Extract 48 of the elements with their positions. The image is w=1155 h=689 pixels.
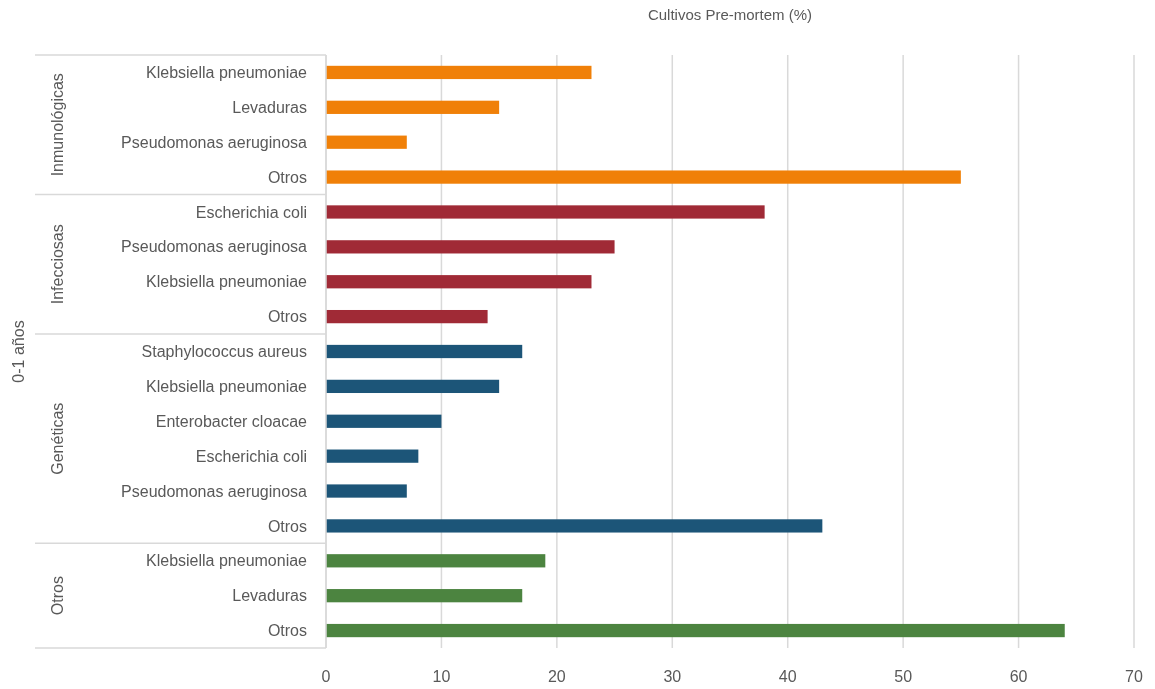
y-tick-label: Pseudomonas aeruginosa	[121, 238, 308, 256]
y-tick-label: Otros	[267, 168, 307, 186]
y-tick-label: Otros	[267, 517, 307, 535]
y-tick-label: Klebsiella pneumoniae	[146, 552, 308, 570]
y-tick-label: Pseudomonas aeruginosa	[121, 482, 308, 500]
bar	[326, 65, 592, 80]
bar	[326, 100, 500, 114]
x-tick-label: 30	[663, 668, 682, 685]
bar	[326, 554, 546, 568]
y-tick-label: Escherichia coli	[195, 203, 307, 221]
bar	[326, 205, 765, 219]
x-tick-label: 60	[1009, 668, 1028, 685]
bar	[326, 379, 500, 394]
bar	[326, 449, 419, 463]
y-tick-label: Levaduras	[232, 587, 307, 605]
x-tick-label: 40	[778, 668, 797, 685]
x-tick-label: 20	[547, 668, 566, 685]
y-tick-label: Pseudomonas aeruginosa	[121, 133, 308, 151]
y-tick-label: Klebsiella pneumoniae	[146, 273, 308, 291]
y-tick-label: Enterobacter cloacae	[155, 412, 308, 430]
bar	[326, 589, 523, 603]
chart-title: Cultivos Pre-mortem (%)	[647, 6, 813, 23]
y-tick-label: Otros	[267, 308, 307, 326]
text: 0-1 años	[9, 320, 27, 383]
text: Genéticas	[48, 402, 66, 475]
text: Inmunológicas	[48, 73, 66, 177]
bar	[326, 275, 592, 289]
x-tick-label: 0	[321, 668, 331, 685]
bar	[326, 484, 407, 498]
x-tick-label: 10	[432, 668, 451, 685]
bar	[326, 240, 615, 254]
x-tick-label: 70	[1125, 668, 1143, 685]
y-tick-label: Otros	[267, 622, 307, 640]
y-tick-label: Escherichia coli	[195, 447, 307, 465]
y-tick-label: Klebsiella pneumoniae	[146, 64, 308, 82]
bar	[326, 309, 488, 324]
y-tick-label: Klebsiella pneumoniae	[146, 377, 308, 395]
text: Otros	[48, 576, 66, 616]
bar	[326, 344, 523, 359]
bar	[326, 623, 1065, 638]
bar	[326, 170, 961, 184]
x-tick-label: 50	[894, 668, 913, 685]
y-tick-label: Levaduras	[232, 98, 307, 116]
text: Infecciosas	[48, 224, 66, 305]
bar	[326, 414, 442, 428]
bar	[326, 519, 823, 533]
y-tick-label: Staphylococcus aureus	[141, 343, 307, 361]
bar	[326, 135, 407, 149]
